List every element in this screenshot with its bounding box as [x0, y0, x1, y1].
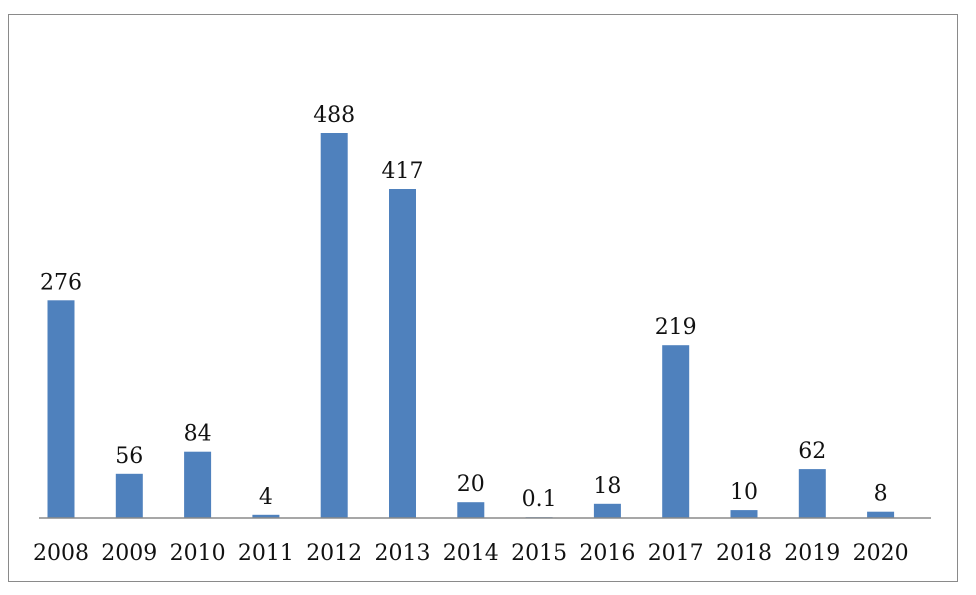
x-tick-label-2012: 2012 — [306, 541, 362, 566]
data-label-2020: 8 — [874, 482, 888, 507]
x-tick-label-2008: 2008 — [33, 541, 89, 566]
bar-2016 — [593, 503, 621, 518]
x-tick-label-2011: 2011 — [238, 541, 294, 566]
x-tick-label-2015: 2015 — [511, 541, 567, 566]
x-tick-label-2013: 2013 — [375, 541, 431, 566]
x-tick-label-2009: 2009 — [101, 541, 157, 566]
data-label-2018: 10 — [730, 480, 758, 505]
bar-2018 — [730, 510, 758, 518]
bar-2010 — [184, 451, 212, 518]
bar-2013 — [389, 189, 416, 518]
chart-frame: 276 56 84 4 488 417 20 0.1 18 219 10 62 8 2008 2009 20… — [8, 14, 958, 582]
x-tick-label-2017: 2017 — [648, 541, 704, 566]
bar-2011 — [252, 514, 280, 518]
data-label-2014: 20 — [457, 472, 485, 497]
x-tick-label-2010: 2010 — [170, 541, 226, 566]
x-tick-label-2018: 2018 — [716, 541, 772, 566]
bar-2008 — [47, 300, 75, 518]
data-label-2011: 4 — [259, 485, 273, 510]
bar-2009 — [115, 473, 143, 518]
x-tick-label-2014: 2014 — [443, 541, 499, 566]
x-tick-label-2020: 2020 — [853, 541, 909, 566]
bar-2014 — [457, 502, 485, 518]
data-label-2013: 417 — [382, 159, 424, 184]
data-label-2015: 0.1 — [522, 487, 557, 512]
x-tick-label-2019: 2019 — [784, 541, 840, 566]
bar-2019 — [798, 469, 826, 518]
bar-2020 — [867, 511, 895, 518]
data-label-2009: 56 — [115, 444, 143, 469]
bar-2012 — [320, 133, 348, 518]
data-label-2016: 18 — [593, 474, 621, 499]
data-label-2008: 276 — [40, 270, 82, 295]
x-tick-labels-layer: 2008 2009 2010 2011 2012 2013 2014 2015 2016 2017… — [33, 541, 909, 566]
data-labels-layer: 276 56 84 4 488 417 20 0.1 18 219 10 62 8 — [40, 103, 888, 512]
data-label-2019: 62 — [798, 439, 826, 464]
bar-2017 — [662, 345, 690, 518]
bars-layer — [47, 133, 895, 518]
x-tick-label-2016: 2016 — [579, 541, 635, 566]
data-label-2017: 219 — [655, 315, 697, 340]
data-label-2012: 488 — [313, 103, 355, 128]
data-label-2010: 84 — [184, 422, 212, 447]
